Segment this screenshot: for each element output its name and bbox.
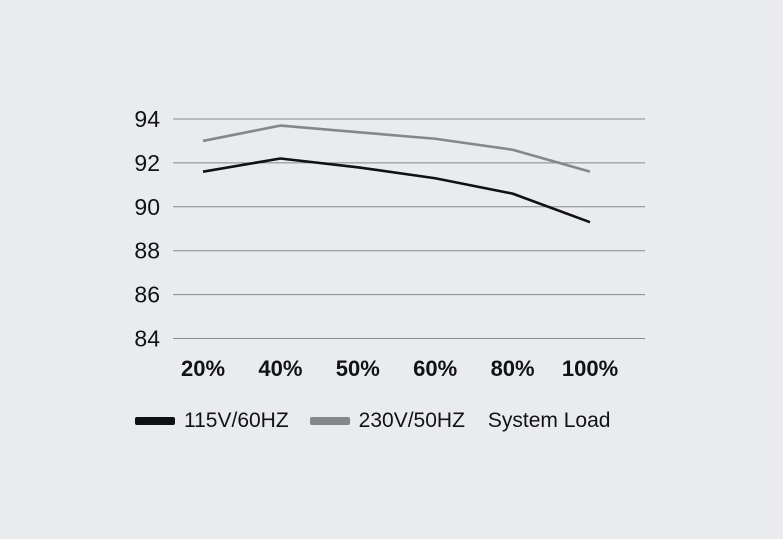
x-tick-label-80pct: 80% xyxy=(491,356,535,381)
legend-swatch-115v-60hz xyxy=(135,417,175,425)
legend-label-230v-50hz: 230V/50HZ xyxy=(358,409,465,432)
legend-label-115v-60hz: 115V/60HZ xyxy=(184,409,289,432)
series-line-115v-60hz xyxy=(202,157,591,224)
x-tick-label-50pct: 50% xyxy=(336,356,380,381)
y-tick-label-86: 86 xyxy=(134,282,160,308)
x-tick-label-40pct: 40% xyxy=(258,356,302,381)
y-tick-label-92: 92 xyxy=(134,150,160,176)
series-line-230v-50hz xyxy=(202,124,591,173)
x-tick-label-100pct: 100% xyxy=(562,356,618,381)
legend-item-115v-60hz: 115V/60HZ xyxy=(135,409,289,433)
legend-swatch-230v-50hz xyxy=(309,417,350,425)
y-tick-label-88: 88 xyxy=(134,238,160,264)
y-tick-label-84: 84 xyxy=(134,326,160,352)
x-tick-label-60pct: 60% xyxy=(413,356,457,381)
x-axis-title: System Load xyxy=(487,409,611,432)
legend-item-230v-50hz: 230V/50HZ xyxy=(309,409,465,433)
chart-legend: 115V/60HZ 230V/50HZ System Load xyxy=(135,407,610,435)
x-tick-label-20pct: 20% xyxy=(181,356,225,381)
y-tick-label-94: 94 xyxy=(134,106,160,132)
y-tick-label-90: 90 xyxy=(134,194,160,220)
